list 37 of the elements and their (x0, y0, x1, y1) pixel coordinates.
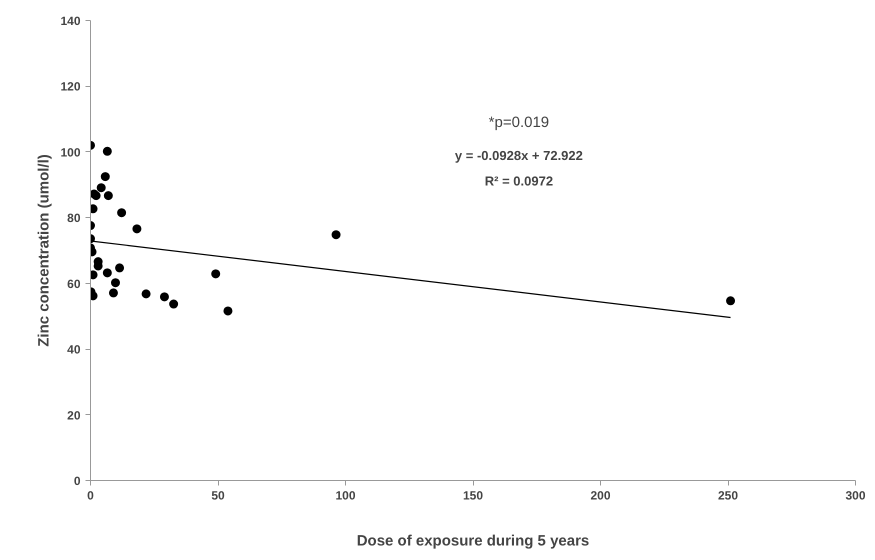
point (110, 278, 120, 288)
point (104, 191, 113, 200)
point (160, 292, 169, 302)
x-tick-label: 100 (335, 488, 356, 502)
point (102, 146, 112, 156)
point (108, 288, 118, 298)
y-tick-label: 60 (67, 276, 81, 291)
x-tick-label: 200 (590, 488, 611, 502)
point (169, 300, 178, 309)
annotation: y = -0.0928x + 72.922 (454, 148, 583, 164)
point (132, 224, 142, 234)
point (102, 268, 112, 278)
y-tick-label: 20 (67, 408, 81, 422)
point (117, 208, 126, 218)
x-tick-label: 250 (718, 488, 738, 502)
x-tick-label: 150 (462, 488, 484, 502)
point (96, 183, 106, 192)
x-tick-label: 300 (845, 488, 866, 502)
point (211, 269, 220, 278)
annotation: R² = 0.0972 (484, 173, 554, 188)
point (223, 306, 232, 316)
point (332, 230, 341, 240)
x-axis-title: Dose of exposure during 5 years (356, 532, 590, 550)
y-tick-label: 100 (60, 145, 81, 160)
y-axis-title: Zinc concentration (umol/l) (35, 154, 52, 347)
point (142, 289, 151, 298)
point (726, 296, 736, 306)
y-tick-label: 140 (60, 14, 81, 28)
point (100, 172, 110, 182)
y-tick-label: 0 (74, 474, 81, 488)
x-tick-label: 0 (87, 488, 94, 502)
y-tick-label: 40 (67, 342, 81, 357)
y-tick-label: 120 (60, 80, 81, 94)
point (115, 263, 124, 272)
x-tick-label: 50 (211, 488, 225, 502)
annotation: *p=0.019 (488, 114, 550, 131)
y-tick-label: 80 (67, 211, 81, 226)
